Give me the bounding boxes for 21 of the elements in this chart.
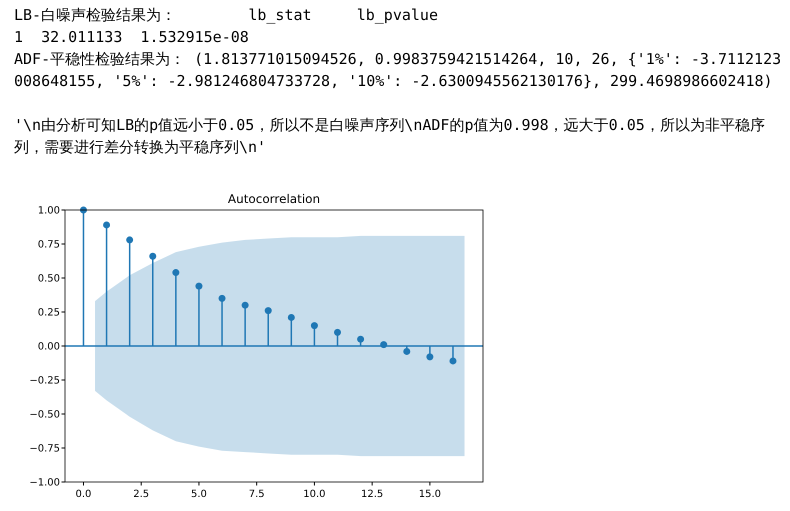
y-tick-label: 0.25 xyxy=(38,308,60,318)
y-tick-label: −1.00 xyxy=(29,478,60,488)
text: '\n由分析可知LB的p值远小于0.05，所以不是白噪声序列\nADF的p值为0.998，远大于0.05，所以为非平稳序列，需要进行差分转换为平稳序列\n' xyxy=(14,115,766,158)
y-tick-label: −0.75 xyxy=(29,444,60,454)
y-tick-label: 1.00 xyxy=(38,206,60,216)
y-tick-label: −0.50 xyxy=(29,410,60,420)
y-tick-label: 0.75 xyxy=(38,240,60,250)
y-tick-label: 0.00 xyxy=(38,342,60,352)
y-tick-label: −0.25 xyxy=(29,376,60,386)
chart-title: Autocorrelation xyxy=(228,192,320,206)
x-tick-label: 7.5 xyxy=(248,489,265,500)
x-tick-label: 10.0 xyxy=(303,489,326,500)
x-tick-label: 12.5 xyxy=(361,489,384,500)
x-tick-label: 5.0 xyxy=(190,489,207,500)
text: 1 32.011133 1.532915e-08 xyxy=(14,27,250,48)
y-tick-label: 0.50 xyxy=(38,274,60,284)
x-tick-label: 0.0 xyxy=(76,489,92,500)
x-tick-label: 2.5 xyxy=(133,489,150,500)
text: ADF-平稳性检验结果为： (1.813771015094526, 0.9983759421514264, 10, 26, {'1%': -3.7112123008648155, '5%': -2.981246804733728, '10%': -2.6300945562130176}, 299.4698986602418) xyxy=(14,49,782,92)
x-tick-label: 15.0 xyxy=(418,489,442,500)
text: LB-白噪声检验结果为： lb_stat lb_pvalue xyxy=(14,5,439,26)
